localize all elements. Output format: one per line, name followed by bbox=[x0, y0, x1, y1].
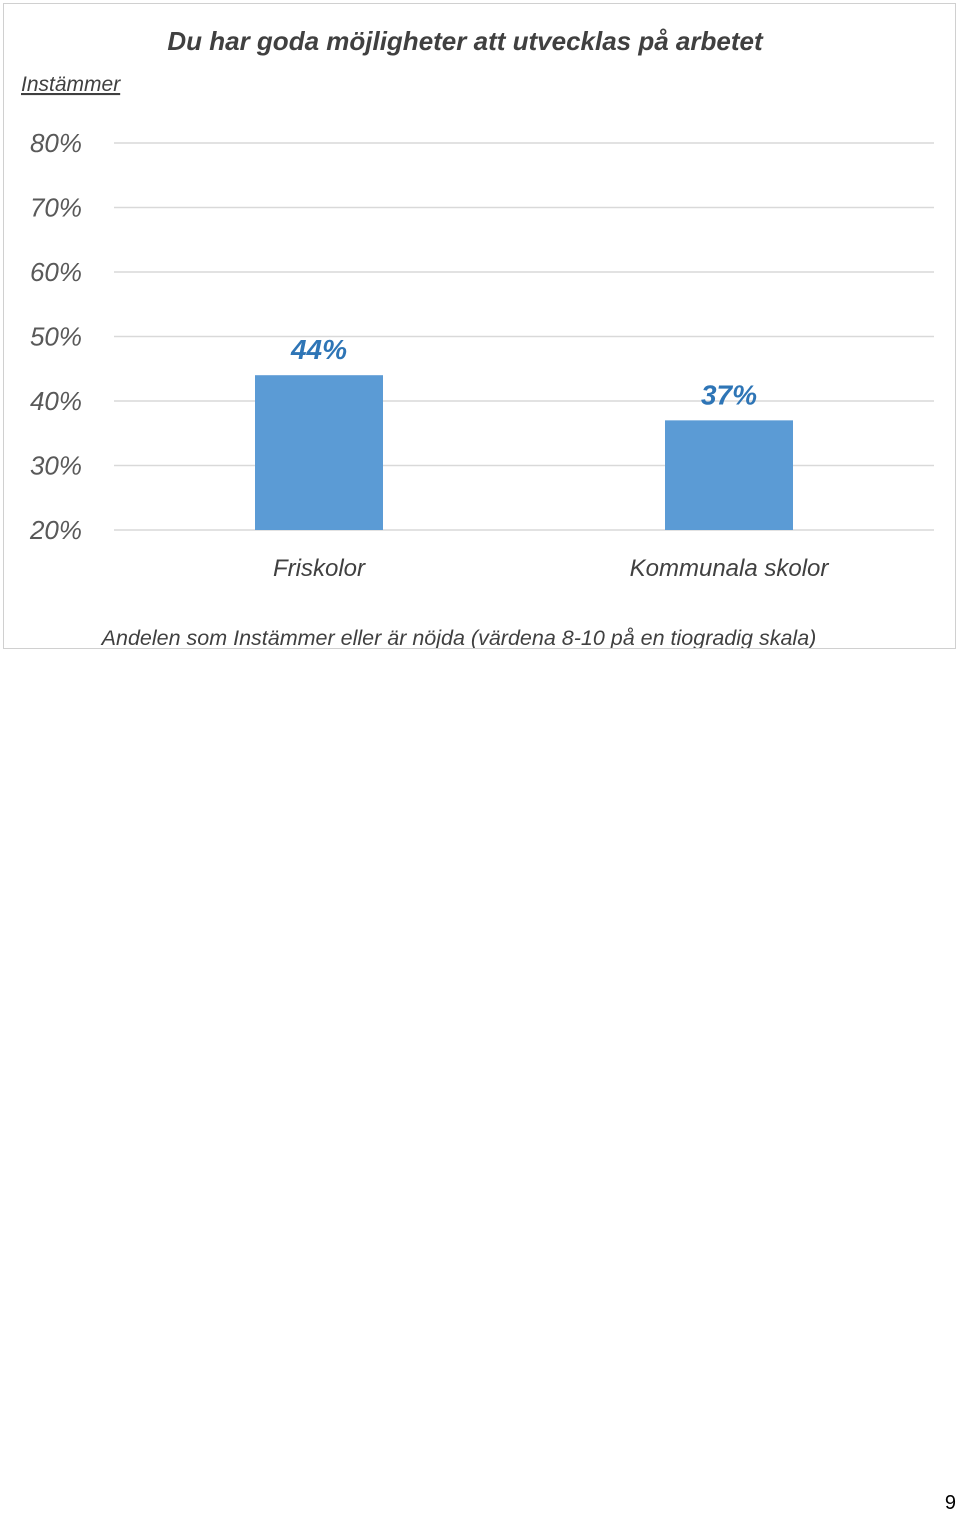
page-number: 9 bbox=[944, 1492, 956, 1514]
bars bbox=[255, 375, 793, 530]
gridlines bbox=[114, 142, 934, 531]
category-label: Friskolor bbox=[273, 555, 366, 582]
category-label: Kommunala skolor bbox=[630, 555, 830, 582]
y-axis-label: Instämmer bbox=[21, 73, 121, 96]
y-axis-ticks: 20% 30% 40% 50% 60% 70% 80% bbox=[29, 128, 82, 545]
bar-friskolor bbox=[255, 375, 383, 530]
chart-footnote: Andelen som Instämmer eller är nöjda (vä… bbox=[100, 626, 817, 648]
chart-frame: Du har goda möjligheter att utvecklas på… bbox=[3, 3, 956, 649]
y-tick-label: 40% bbox=[30, 386, 82, 416]
y-tick-label: 50% bbox=[30, 322, 82, 352]
y-tick-label: 60% bbox=[30, 257, 82, 287]
data-label: 44% bbox=[290, 334, 347, 365]
category-labels: Friskolor Kommunala skolor bbox=[273, 555, 829, 582]
data-label: 37% bbox=[701, 379, 757, 410]
y-tick-label: 20% bbox=[29, 515, 82, 545]
y-tick-label: 80% bbox=[30, 128, 82, 158]
y-tick-label: 70% bbox=[30, 193, 82, 223]
bar-kommunala-skolor bbox=[665, 420, 793, 530]
y-tick-label: 30% bbox=[30, 451, 82, 481]
chart-title: Du har goda möjligheter att utvecklas på… bbox=[167, 26, 764, 56]
data-labels: 44% 37% bbox=[290, 334, 757, 410]
bar-chart: Du har goda möjligheter att utvecklas på… bbox=[21, 26, 934, 648]
